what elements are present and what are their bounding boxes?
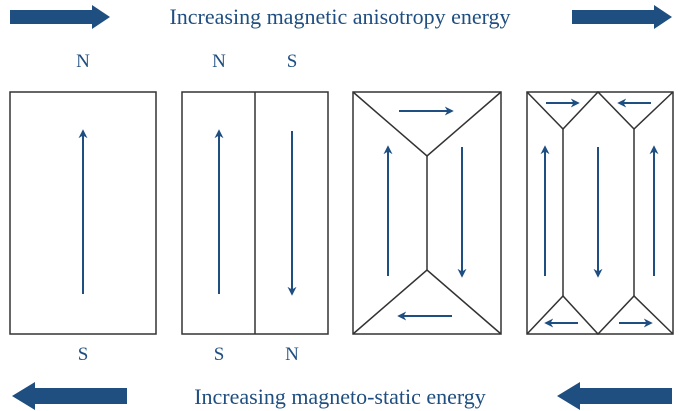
panel-1-top-pole-n: N <box>76 51 90 72</box>
panel-1-bottom-pole-s: S <box>78 344 89 365</box>
bottom-caption: Increasing magneto-static energy <box>194 384 486 409</box>
panel-2-bottom-pole-s: S <box>214 344 225 365</box>
panel-3-top-wall <box>352 91 502 157</box>
panel-3-bottom-wall <box>352 269 502 335</box>
top-right-right-arrow-icon <box>572 5 672 29</box>
top-left-right-arrow-icon <box>10 5 110 29</box>
panel-2-top-pole-s: S <box>287 51 298 72</box>
panel-2-top-pole-n: N <box>212 51 226 72</box>
bottom-left-left-arrow-icon <box>12 382 127 410</box>
panel-two-domains: N S S N <box>181 51 329 365</box>
bottom-right-left-arrow-icon <box>557 382 672 410</box>
panel-4-box <box>526 91 674 335</box>
panel-single-domain: N S <box>9 51 157 365</box>
panel-multi-closure-domains <box>526 90 674 336</box>
panel-1-box <box>9 91 157 335</box>
panel-4-top-wall <box>526 90 674 131</box>
panel-4-bottom-wall <box>526 294 674 336</box>
panel-closure-domains <box>352 91 502 335</box>
top-caption: Increasing magnetic anisotropy energy <box>169 4 510 29</box>
panel-2-bottom-pole-n: N <box>285 344 299 365</box>
panel-3-box <box>352 91 502 335</box>
